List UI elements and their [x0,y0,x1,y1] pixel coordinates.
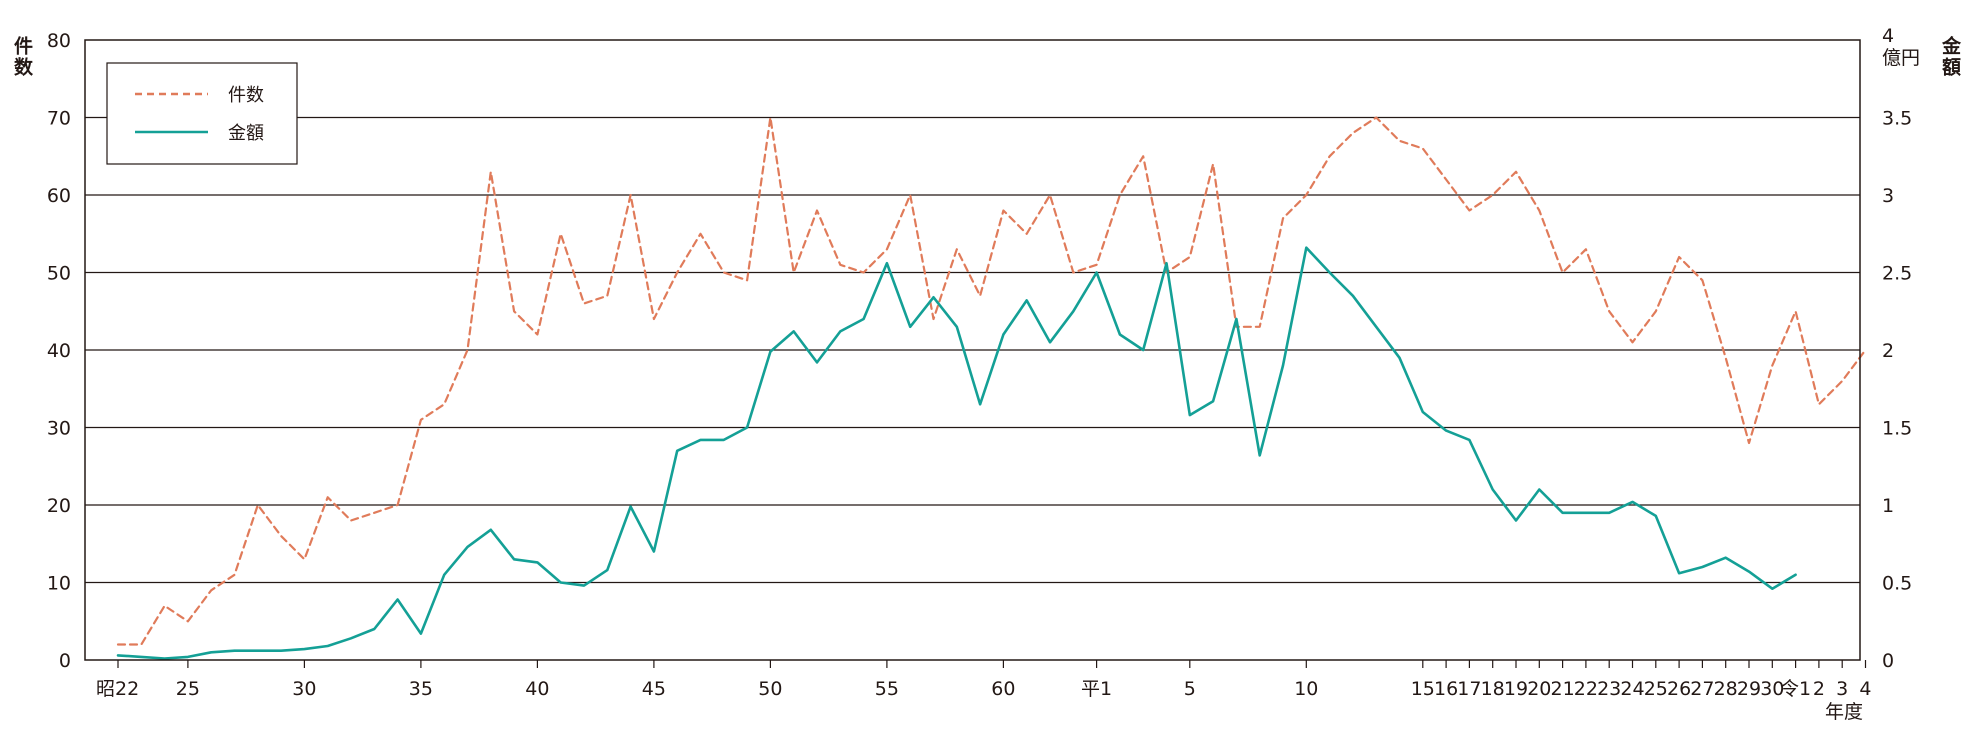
x-tick-label: 55 [875,678,899,700]
x-tick-label: 19 [1504,678,1528,700]
plot-frame [84,39,1861,661]
right-y-tick-label: 3.5 [1882,108,1912,130]
left-y-tick-label: 0 [59,650,71,672]
right-y-tick-label: 3 [1882,185,1894,207]
right-y-tick-label: 4 [1882,25,1894,47]
gridlines [85,116,1860,584]
left-y-tick-label: 40 [47,340,71,362]
x-tick-label: 26 [1667,678,1691,700]
right-y-axis-ticks: 0 0.5 1 1.5 2 2.5 3 3.5 4 [1882,25,1912,672]
right-y-tick-label: 0 [1882,650,1894,672]
x-tick-label: 昭22 [96,678,139,700]
x-tick-label: 5 [1184,678,1196,700]
x-axis-ticks: 昭22 25 30 35 40 45 50 55 60 平1 5 10 15 16 17 18 19 20 21 22… [96,660,1872,700]
series-line-amount [116,246,1797,660]
left-y-axis-ticks: 0 10 20 30 40 50 60 70 80 [47,30,71,672]
x-tick-label: 35 [409,678,433,700]
x-tick-label: 45 [642,678,666,700]
left-y-tick-label: 70 [47,108,71,130]
x-axis-title: 年度 [1825,701,1863,723]
x-tick-label: 17 [1457,678,1481,700]
x-tick-label: 18 [1481,678,1505,700]
x-tick-label: 4 [1859,678,1871,700]
legend: 件数 金額 [106,62,298,165]
x-tick-label: 40 [525,678,549,700]
x-tick-label: 29 [1737,678,1761,700]
left-y-tick-label: 10 [47,573,71,595]
left-y-tick-label: 80 [47,30,71,52]
right-y-tick-label: 1 [1882,495,1894,517]
right-y-tick-label: 0.5 [1882,573,1912,595]
x-tick-label: 2 [1813,678,1825,700]
series-lines [116,116,1867,660]
x-tick-label: 25 [176,678,200,700]
x-tick-label: 16 [1434,678,1458,700]
x-tick-label: 15 [1411,678,1435,700]
right-y-tick-label: 1.5 [1882,418,1912,440]
x-tick-label: 28 [1714,678,1738,700]
x-tick-label: 60 [991,678,1015,700]
x-tick-label: 25 [1644,678,1668,700]
x-tick-label: 24 [1620,678,1644,700]
x-tick-label: 27 [1690,678,1714,700]
right-axis-title: 金額 [1939,35,1962,78]
right-y-tick-label: 2.5 [1882,263,1912,285]
right-axis-unit: 億円 [1882,47,1920,69]
right-y-tick-label: 2 [1882,340,1894,362]
x-tick-label: 10 [1294,678,1318,700]
x-tick-label: 22 [1574,678,1598,700]
x-tick-label: 平1 [1081,678,1112,700]
left-y-tick-label: 30 [47,418,71,440]
x-tick-label: 30 [1760,678,1784,700]
legend-label-amount: 金額 [228,123,264,144]
left-y-tick-label: 60 [47,185,71,207]
left-y-tick-label: 50 [47,263,71,285]
x-tick-label: 30 [292,678,316,700]
x-tick-label: 3 [1836,678,1848,700]
left-axis-title: 件数 [11,35,33,78]
legend-box [106,62,298,165]
x-tick-label: 令1 [1780,678,1811,700]
x-tick-label: 21 [1551,678,1575,700]
legend-label-count: 件数 [228,85,264,106]
x-tick-label: 20 [1527,678,1551,700]
x-tick-label: 23 [1597,678,1621,700]
x-tick-label: 50 [758,678,782,700]
left-y-tick-label: 20 [47,495,71,517]
series-line-count [116,116,1867,646]
